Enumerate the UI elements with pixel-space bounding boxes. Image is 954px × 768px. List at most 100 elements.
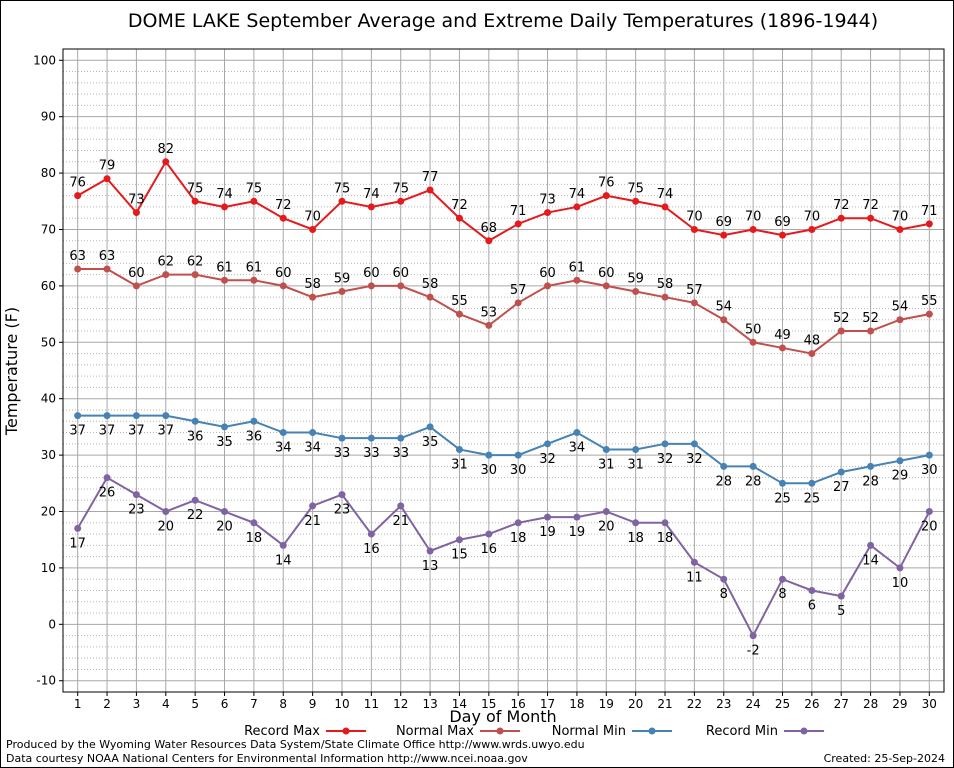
- record-min-data-label: 15: [451, 548, 468, 563]
- y-tick-label: 30: [41, 448, 56, 462]
- record-max-data-label: 74: [363, 187, 380, 202]
- record-min-data-label: 10: [892, 576, 909, 591]
- x-tick-label: 21: [657, 697, 672, 711]
- record-max-data-label: 75: [627, 181, 644, 196]
- record-max-data-label: 68: [481, 221, 498, 236]
- normal-min-data-label: 31: [627, 457, 644, 472]
- record-max-point: [309, 225, 317, 233]
- record-min-data-label: 14: [275, 553, 292, 568]
- record-min-point: [778, 575, 786, 583]
- x-axis-title: Day of Month: [449, 707, 556, 726]
- normal-max-point: [455, 310, 463, 318]
- x-tick-label: 15: [481, 697, 496, 711]
- normal-max-data-label: 52: [862, 311, 879, 326]
- record-min-point: [661, 519, 669, 527]
- record-min-data-label: 21: [392, 514, 409, 529]
- normal-max-data-label: 60: [275, 266, 292, 281]
- x-tick-label: 17: [540, 697, 555, 711]
- normal-min-point: [485, 451, 493, 459]
- normal-min-point: [661, 440, 669, 448]
- record-max-point: [455, 214, 463, 222]
- normal-max-point: [279, 282, 287, 290]
- record-min-point: [896, 564, 904, 572]
- record-max-point: [867, 214, 875, 222]
- normal-max-data-label: 58: [422, 277, 439, 292]
- normal-min-data-label: 28: [715, 474, 732, 489]
- normal-max-point: [808, 350, 816, 358]
- normal-max-point: [778, 344, 786, 352]
- record-min-data-label: 20: [216, 520, 233, 535]
- normal-min-data-label: 28: [745, 474, 762, 489]
- record-min-point: [602, 508, 610, 516]
- x-tick-label: 14: [452, 697, 467, 711]
- normal-max-point: [573, 276, 581, 284]
- record-min-point: [925, 508, 933, 516]
- normal-max-data-label: 61: [246, 260, 263, 275]
- record-min-point: [250, 519, 258, 527]
- normal-min-point: [397, 434, 405, 442]
- x-tick-label: 29: [892, 697, 907, 711]
- normal-min-data-label: 33: [363, 446, 380, 461]
- normal-max-data-label: 54: [892, 300, 909, 315]
- record-max-point: [250, 197, 258, 205]
- record-min-data-label: 18: [627, 531, 644, 546]
- x-tick-label: 30: [922, 697, 937, 711]
- record-max-data-label: 72: [862, 198, 879, 213]
- normal-min-data-label: 34: [569, 441, 586, 456]
- normal-min-data-label: 36: [246, 429, 263, 444]
- x-tick-label: 24: [745, 697, 760, 711]
- record-max-data-label: 75: [246, 181, 263, 196]
- record-max-line: [77, 159, 930, 242]
- normal-min-legend-label: Normal Min: [552, 724, 626, 739]
- normal-min-data-label: 29: [892, 469, 909, 484]
- record-max-data-label: 76: [69, 176, 86, 191]
- normal-min-data-label: 25: [804, 491, 821, 506]
- normal-max-point: [632, 288, 640, 296]
- normal-max-data-label: 52: [833, 311, 850, 326]
- record-max-data-label: 71: [510, 204, 527, 219]
- legend: Record Max Normal Max Normal Min Record Min: [244, 724, 824, 739]
- record-min-point: [690, 558, 698, 566]
- normal-max-point: [544, 282, 552, 290]
- chart-title: DOME LAKE September Average and Extreme …: [128, 10, 878, 32]
- normal-min-data-label: 34: [304, 441, 321, 456]
- x-tick-label: 6: [221, 697, 229, 711]
- record-max-data-label: 74: [216, 187, 233, 202]
- normal-max-data-label: 54: [715, 300, 732, 315]
- record-min-data-label: 22: [187, 508, 204, 523]
- normal-min-data-label: 36: [187, 429, 204, 444]
- record-max-point: [74, 192, 82, 200]
- normal-max-point: [132, 282, 140, 290]
- normal-min-point: [74, 412, 82, 420]
- normal-max-data-label: 60: [392, 266, 409, 281]
- y-tick-label: 80: [41, 166, 56, 180]
- record-max-data-label: 70: [804, 209, 821, 224]
- normal-max-point: [514, 299, 522, 307]
- record-min-data-label: 21: [304, 514, 321, 529]
- normal-min-data-label: 32: [657, 452, 674, 467]
- record-max-data-label: 74: [569, 187, 586, 202]
- record-max-point: [162, 158, 170, 166]
- normal-min-data-label: 31: [451, 457, 468, 472]
- normal-min-data-label: 37: [158, 424, 175, 439]
- normal-min-legend-marker: [648, 727, 656, 735]
- x-tick-label: 22: [687, 697, 702, 711]
- record-max-data-label: 75: [334, 181, 351, 196]
- record-min-data-label: 13: [422, 559, 439, 574]
- x-tick-label: 20: [628, 697, 643, 711]
- record-min-point: [191, 496, 199, 504]
- record-max-data-label: 69: [774, 215, 791, 230]
- record-max-data-label: 70: [745, 209, 762, 224]
- record-max-data-label: 72: [833, 198, 850, 213]
- normal-min-point: [544, 440, 552, 448]
- record-max-point: [367, 203, 375, 211]
- normal-max-point: [74, 265, 82, 273]
- record-min-point: [632, 519, 640, 527]
- record-max-point: [338, 197, 346, 205]
- record-min-data-label: 23: [334, 503, 351, 518]
- x-tick-label: 9: [309, 697, 317, 711]
- record-min-data-label: 6: [808, 598, 816, 613]
- record-min-point: [221, 508, 229, 516]
- normal-min-point: [720, 462, 728, 470]
- record-max-point: [632, 197, 640, 205]
